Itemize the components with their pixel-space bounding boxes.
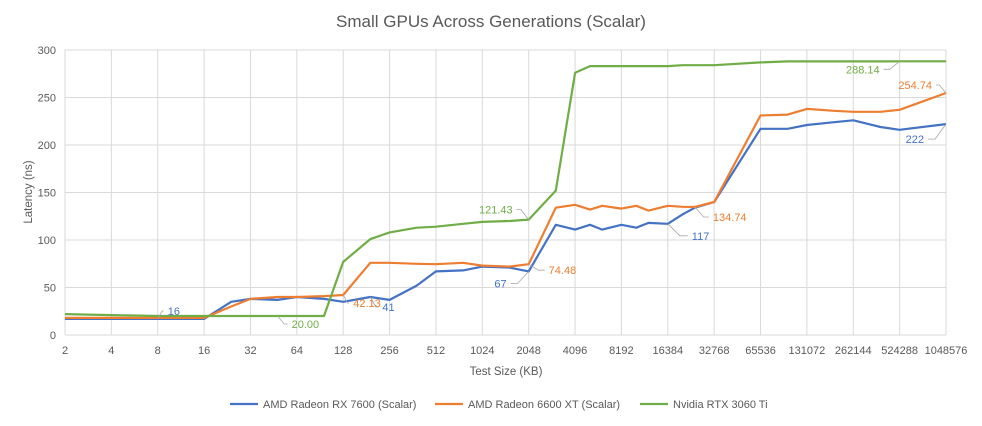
data-label: 16 xyxy=(168,306,180,318)
x-tick-label: 32768 xyxy=(699,345,730,357)
data-label-group: 42.13 xyxy=(342,294,381,310)
data-label: 121.43 xyxy=(479,205,513,217)
chart-title: Small GPUs Across Generations (Scalar) xyxy=(336,12,646,31)
data-label: 67 xyxy=(494,278,506,290)
series-lines xyxy=(64,60,947,320)
data-label-group: 74.48 xyxy=(528,263,577,277)
legend-label: Nvidia RTX 3060 Ti xyxy=(673,399,768,411)
x-tick-label: 4 xyxy=(108,345,114,357)
x-tick-label: 128 xyxy=(334,345,352,357)
data-label-group: 117 xyxy=(667,223,710,243)
data-label-leader xyxy=(157,310,164,320)
y-axis-ticks: 0 50 100 150 200 250 300 xyxy=(38,45,56,342)
x-axis-ticks: 2 4 8 16 32 64 128 256 512 1024 2048 4096 8192 16384 3… xyxy=(62,345,967,357)
y-axis-title: Latency (ns) xyxy=(23,160,35,223)
data-label-leader xyxy=(936,84,947,94)
data-label-leader xyxy=(342,294,350,304)
data-label-group: 254.74 xyxy=(898,80,947,94)
data-label-leader xyxy=(694,206,709,218)
x-tick-label: 16 xyxy=(198,345,210,357)
gridlines xyxy=(64,49,947,336)
data-label: 41 xyxy=(382,302,394,314)
data-label-group: 41 xyxy=(369,296,395,314)
series-line-2 xyxy=(64,60,946,318)
data-label: 288.14 xyxy=(846,64,880,76)
data-label: 254.74 xyxy=(898,80,932,92)
x-tick-label: 1024 xyxy=(470,345,494,357)
data-label: 74.48 xyxy=(549,265,577,277)
data-label-leader xyxy=(516,209,530,220)
x-tick-label: 8192 xyxy=(609,345,633,357)
data-label-group: 121.43 xyxy=(479,205,530,220)
x-tick-label: 256 xyxy=(380,345,398,357)
x-tick-label: 2048 xyxy=(516,345,540,357)
x-tick-label: 4096 xyxy=(563,345,587,357)
data-label-leader xyxy=(928,123,947,140)
legend-label: AMD Radeon RX 7600 (Scalar) xyxy=(263,399,416,411)
data-labels: 16 41 67 117 222 42.13 74.48 134.74 254.74 20.00 1… xyxy=(157,60,947,331)
x-tick-label: 512 xyxy=(427,345,445,357)
legend: AMD Radeon RX 7600 (Scalar) AMD Radeon 66… xyxy=(230,399,768,411)
x-tick-label: 2 xyxy=(62,345,68,357)
series-line-1 xyxy=(65,91,947,319)
data-label-leader xyxy=(667,223,688,237)
y-tick-label: 0 xyxy=(50,330,56,342)
data-label: 20.00 xyxy=(292,319,320,331)
data-label: 42.13 xyxy=(353,298,381,310)
data-label-leader xyxy=(528,263,545,271)
data-label-group: 20.00 xyxy=(277,315,320,331)
data-label-leader xyxy=(883,60,900,70)
y-tick-label: 150 xyxy=(38,188,56,200)
data-label-group: 16 xyxy=(157,306,180,320)
data-label-leader xyxy=(277,315,288,325)
data-label-leader xyxy=(369,296,379,308)
x-tick-label: 32 xyxy=(244,345,256,357)
x-tick-label: 16384 xyxy=(652,345,683,357)
x-tick-label: 65536 xyxy=(745,345,776,357)
data-label: 222 xyxy=(906,134,924,146)
data-label-group: 222 xyxy=(906,123,947,146)
x-tick-label: 8 xyxy=(155,345,161,357)
legend-item: AMD Radeon RX 7600 (Scalar) xyxy=(230,399,416,411)
data-label: 134.74 xyxy=(713,212,747,224)
data-label-group: 134.74 xyxy=(694,206,747,224)
data-label-group: 67 xyxy=(494,271,529,290)
y-tick-label: 250 xyxy=(38,93,56,105)
x-tick-label: 64 xyxy=(291,345,303,357)
y-tick-label: 200 xyxy=(38,140,56,152)
x-axis-title: Test Size (KB) xyxy=(470,366,543,378)
legend-item: Nvidia RTX 3060 Ti xyxy=(640,399,768,411)
y-tick-label: 50 xyxy=(44,283,56,295)
x-tick-label: 262144 xyxy=(835,345,872,357)
data-label: 117 xyxy=(692,231,710,243)
legend-item: AMD Radeon 6600 XT (Scalar) xyxy=(435,399,620,411)
x-tick-label: 1048576 xyxy=(925,345,968,357)
data-label-leader xyxy=(510,271,529,284)
x-tick-label: 131072 xyxy=(789,345,826,357)
data-label-group: 288.14 xyxy=(846,60,900,76)
y-tick-label: 100 xyxy=(38,235,56,247)
x-tick-label: 524288 xyxy=(881,345,918,357)
y-tick-label: 300 xyxy=(38,45,56,57)
legend-label: AMD Radeon 6600 XT (Scalar) xyxy=(468,399,620,411)
